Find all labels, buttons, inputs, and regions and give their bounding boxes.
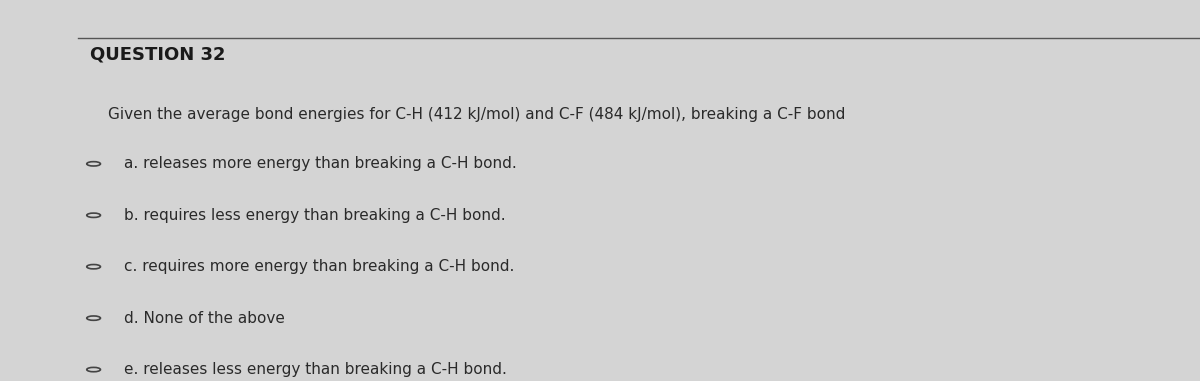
- Text: e. releases less energy than breaking a C-H bond.: e. releases less energy than breaking a …: [124, 362, 506, 377]
- Text: b. requires less energy than breaking a C-H bond.: b. requires less energy than breaking a …: [124, 208, 505, 223]
- Text: Given the average bond energies for C-H (412 kJ/mol) and C-F (484 kJ/mol), break: Given the average bond energies for C-H …: [108, 107, 845, 122]
- Text: QUESTION 32: QUESTION 32: [90, 46, 226, 64]
- Text: c. requires more energy than breaking a C-H bond.: c. requires more energy than breaking a …: [124, 259, 514, 274]
- Text: a. releases more energy than breaking a C-H bond.: a. releases more energy than breaking a …: [124, 156, 516, 171]
- Text: d. None of the above: d. None of the above: [124, 311, 284, 326]
